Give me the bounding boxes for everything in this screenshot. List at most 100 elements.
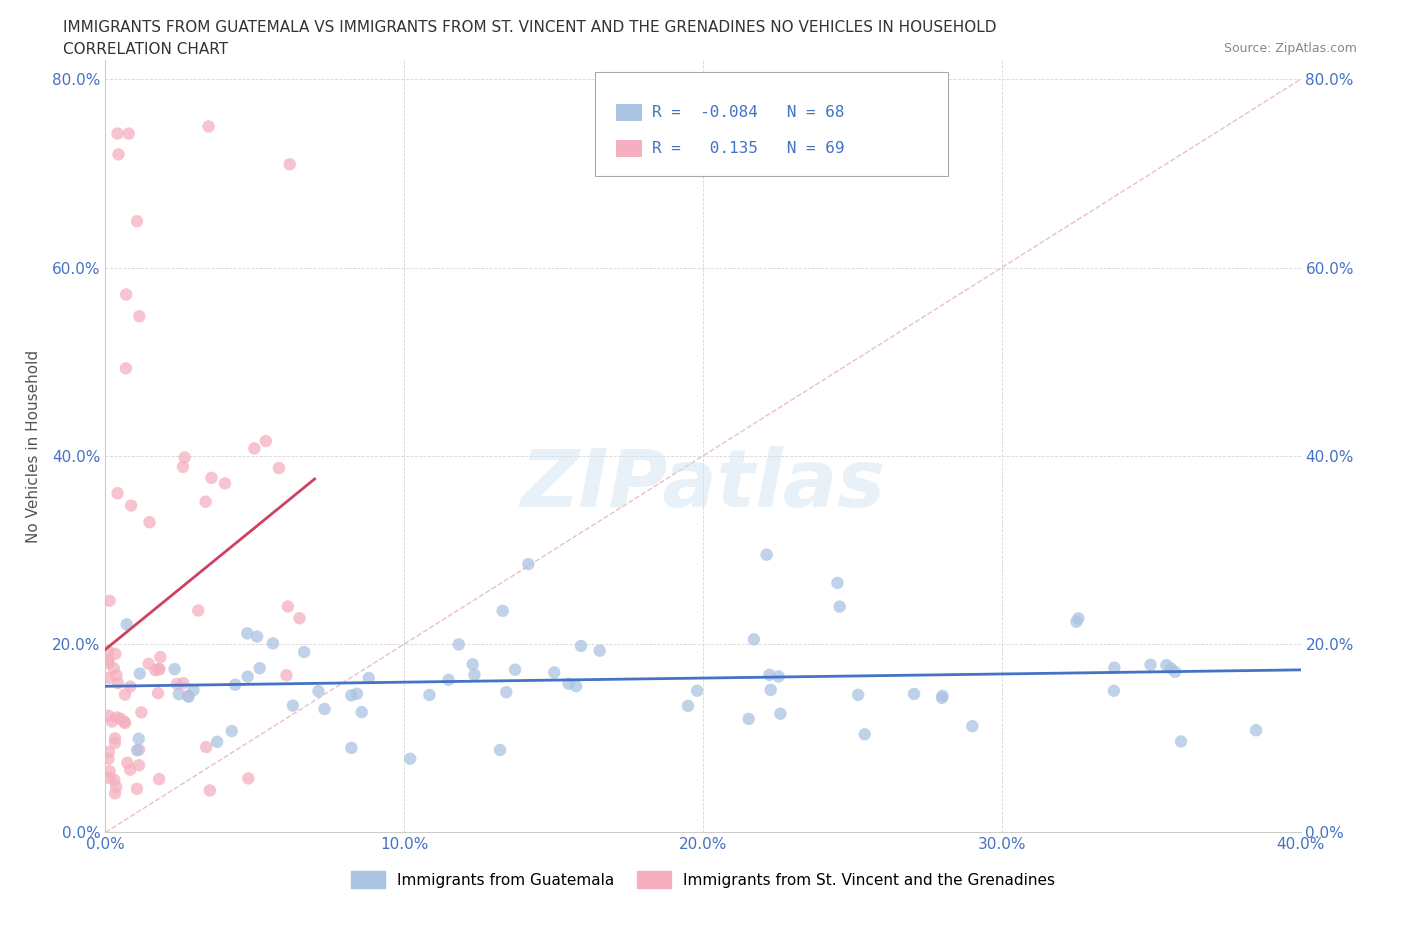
- Point: [117, 755, 139, 770]
- Point: [198, 783, 221, 798]
- Point: [277, 599, 299, 614]
- Point: [112, 714, 135, 729]
- Point: [172, 676, 194, 691]
- Point: [128, 758, 150, 773]
- Point: [346, 686, 368, 701]
- Point: [138, 657, 160, 671]
- Point: [931, 690, 953, 705]
- Legend: Immigrants from Guatemala, Immigrants from St. Vincent and the Grenadines: Immigrants from Guatemala, Immigrants fr…: [344, 865, 1062, 894]
- Point: [194, 494, 217, 509]
- Point: [138, 515, 160, 530]
- Point: [107, 147, 129, 162]
- Point: [249, 661, 271, 676]
- Point: [292, 644, 315, 659]
- Point: [1066, 614, 1088, 629]
- Point: [115, 361, 138, 376]
- Point: [107, 676, 129, 691]
- Point: [120, 498, 142, 513]
- Point: [163, 661, 186, 676]
- Point: [399, 751, 422, 766]
- Point: [200, 471, 222, 485]
- Point: [931, 688, 953, 703]
- Point: [128, 731, 150, 746]
- Point: [686, 684, 709, 698]
- Point: [238, 771, 260, 786]
- Point: [357, 671, 380, 685]
- Point: [97, 671, 120, 685]
- Point: [97, 745, 120, 760]
- Point: [148, 772, 170, 787]
- Point: [463, 668, 485, 683]
- Point: [128, 742, 150, 757]
- Point: [846, 687, 869, 702]
- Point: [759, 683, 782, 698]
- Point: [98, 593, 121, 608]
- Point: [1164, 664, 1187, 679]
- Point: [120, 679, 142, 694]
- Text: IMMIGRANTS FROM GUATEMALA VS IMMIGRANTS FROM ST. VINCENT AND THE GRENADINES NO V: IMMIGRANTS FROM GUATEMALA VS IMMIGRANTS …: [63, 20, 997, 35]
- Point: [187, 603, 209, 618]
- Point: [676, 698, 699, 713]
- Point: [105, 668, 128, 683]
- Point: [307, 684, 329, 698]
- Point: [236, 626, 259, 641]
- Text: Source: ZipAtlas.com: Source: ZipAtlas.com: [1223, 42, 1357, 55]
- Point: [461, 657, 484, 671]
- Point: [1156, 658, 1178, 672]
- Point: [101, 714, 124, 729]
- Point: [1139, 658, 1161, 672]
- Point: [758, 668, 780, 683]
- Point: [769, 706, 792, 721]
- Point: [768, 669, 790, 684]
- Point: [177, 689, 200, 704]
- Point: [503, 662, 526, 677]
- Point: [243, 441, 266, 456]
- Point: [145, 663, 167, 678]
- Point: [1170, 734, 1192, 749]
- Point: [205, 735, 228, 750]
- Point: [828, 599, 851, 614]
- Point: [125, 781, 148, 796]
- Point: [350, 705, 373, 720]
- Point: [98, 771, 121, 786]
- Point: [103, 661, 125, 676]
- Point: [288, 611, 311, 626]
- Point: [127, 743, 149, 758]
- Point: [128, 309, 150, 324]
- Point: [281, 698, 304, 713]
- Point: [565, 679, 588, 694]
- Bar: [616, 104, 643, 121]
- Text: R =   0.135   N = 69: R = 0.135 N = 69: [651, 140, 844, 155]
- Point: [167, 686, 190, 701]
- Point: [267, 460, 290, 475]
- Point: [962, 719, 984, 734]
- Point: [131, 705, 153, 720]
- Point: [149, 650, 172, 665]
- Text: R =  -0.084   N = 68: R = -0.084 N = 68: [651, 105, 844, 120]
- Point: [172, 459, 194, 474]
- Point: [97, 653, 120, 668]
- Point: [115, 287, 138, 302]
- Text: CORRELATION CHART: CORRELATION CHART: [63, 42, 228, 57]
- Point: [276, 668, 298, 683]
- Point: [827, 576, 849, 591]
- Point: [183, 683, 205, 698]
- Point: [115, 617, 138, 631]
- Point: [738, 711, 761, 726]
- Point: [418, 687, 440, 702]
- FancyBboxPatch shape: [596, 72, 948, 177]
- Point: [177, 688, 200, 703]
- Point: [103, 773, 125, 788]
- Point: [104, 731, 127, 746]
- Point: [254, 433, 277, 448]
- Point: [97, 709, 120, 724]
- Point: [569, 639, 592, 654]
- Point: [221, 724, 243, 738]
- Point: [1160, 661, 1182, 676]
- Point: [114, 687, 136, 702]
- Point: [224, 677, 246, 692]
- Point: [197, 119, 219, 134]
- Point: [755, 547, 778, 562]
- Point: [1102, 684, 1125, 698]
- Point: [148, 661, 170, 676]
